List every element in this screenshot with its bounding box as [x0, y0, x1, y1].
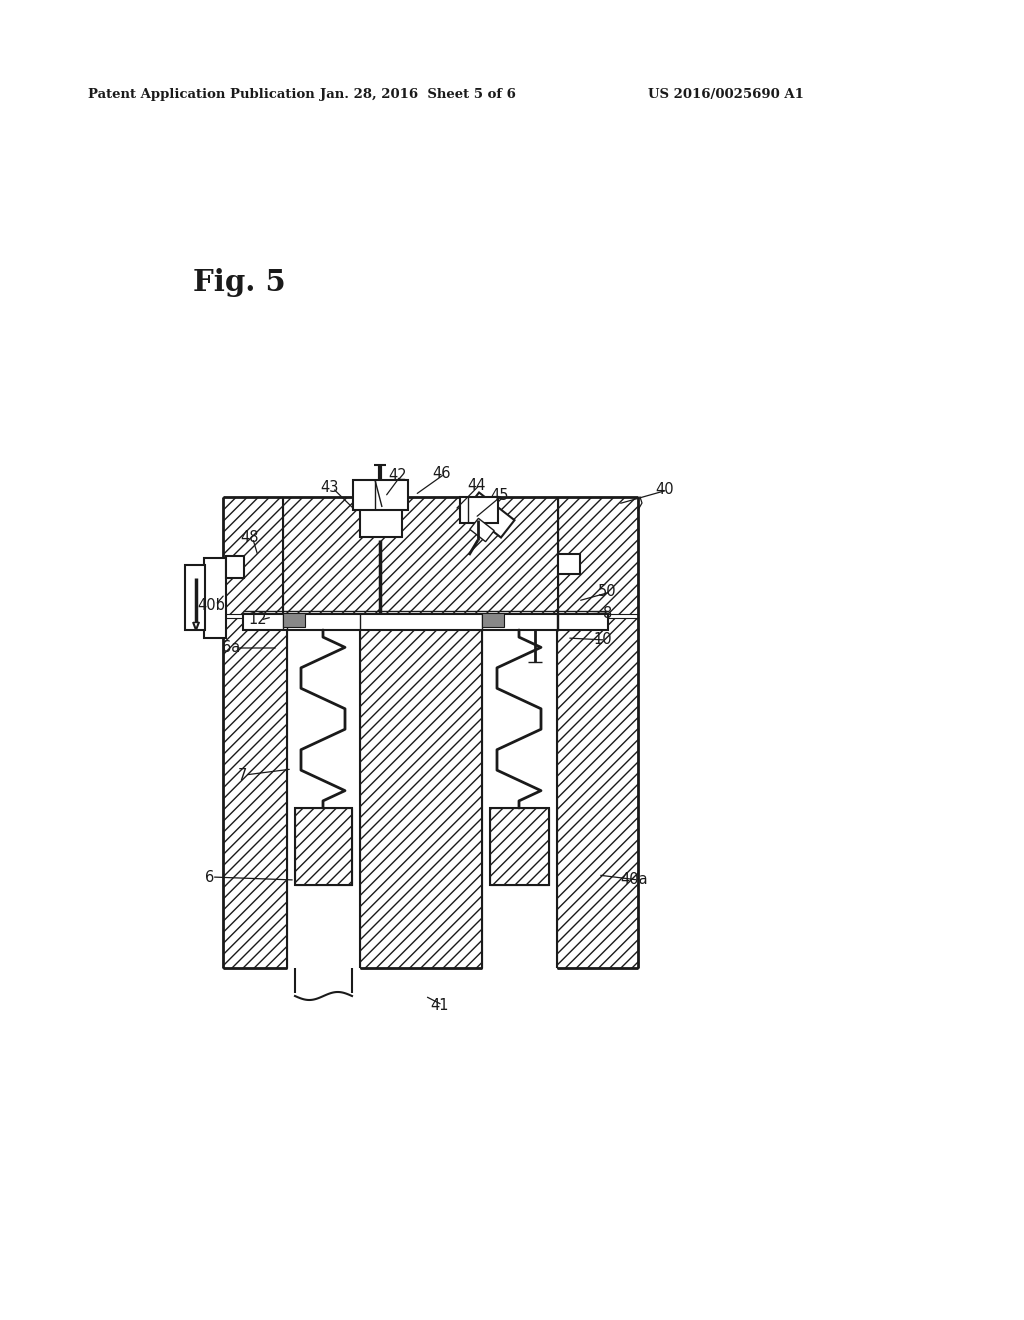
Bar: [185, 565, 205, 630]
Polygon shape: [490, 808, 549, 884]
Polygon shape: [223, 618, 287, 968]
Text: 44: 44: [467, 478, 485, 492]
Bar: [295, 808, 352, 884]
Text: 50: 50: [598, 585, 616, 599]
Text: 40a: 40a: [620, 873, 647, 887]
Text: Fig. 5: Fig. 5: [193, 268, 286, 297]
Text: US 2016/0025690 A1: US 2016/0025690 A1: [648, 88, 804, 102]
Polygon shape: [283, 498, 558, 614]
Text: 8: 8: [603, 606, 612, 620]
Bar: [466, 492, 514, 537]
Bar: [226, 556, 244, 578]
Text: 12: 12: [248, 612, 266, 627]
Text: 40: 40: [655, 483, 674, 498]
Text: 46: 46: [432, 466, 451, 482]
Text: 6: 6: [205, 870, 214, 884]
Polygon shape: [558, 498, 638, 614]
Bar: [558, 554, 580, 574]
Bar: [204, 558, 226, 638]
Text: 43: 43: [319, 480, 338, 495]
Text: 48: 48: [240, 531, 258, 545]
Bar: [283, 612, 305, 627]
Polygon shape: [557, 618, 638, 968]
Bar: [360, 507, 402, 537]
Text: 41: 41: [430, 998, 449, 1012]
Text: 40b: 40b: [197, 598, 225, 612]
Bar: [243, 614, 608, 630]
Text: 42: 42: [388, 469, 407, 483]
Bar: [490, 808, 549, 884]
Text: 6a: 6a: [222, 640, 241, 656]
Text: Patent Application Publication: Patent Application Publication: [88, 88, 314, 102]
Polygon shape: [295, 808, 352, 884]
Polygon shape: [186, 566, 204, 630]
Bar: [470, 519, 495, 541]
Text: Jan. 28, 2016  Sheet 5 of 6: Jan. 28, 2016 Sheet 5 of 6: [321, 88, 516, 102]
Bar: [482, 612, 504, 627]
Bar: [353, 480, 408, 510]
Polygon shape: [223, 498, 283, 614]
Text: 7: 7: [238, 767, 248, 783]
Bar: [460, 498, 498, 523]
Text: 45: 45: [490, 487, 509, 503]
Text: 10: 10: [593, 632, 611, 648]
Polygon shape: [360, 618, 482, 968]
